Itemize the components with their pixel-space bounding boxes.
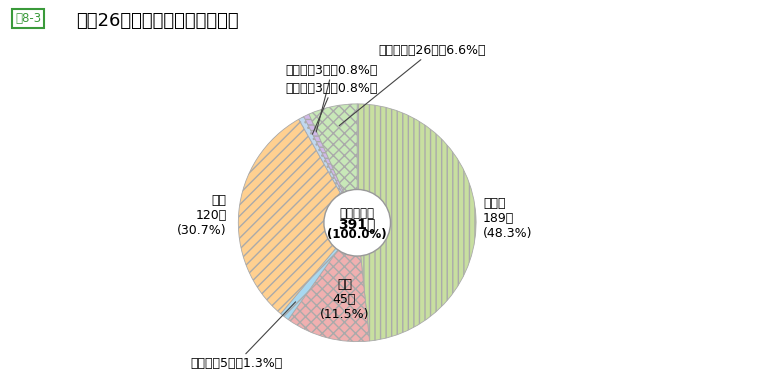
Text: 派遣者総数: 派遣者総数: [340, 208, 375, 220]
Wedge shape: [309, 104, 357, 223]
Wedge shape: [280, 223, 357, 320]
Text: 大洋州　3人（0.8%）: 大洋州 3人（0.8%）: [286, 82, 378, 134]
Text: 平成26年度末派遣先地域別状況: 平成26年度末派遣先地域別状況: [76, 12, 239, 30]
Text: (100.0%): (100.0%): [328, 228, 387, 241]
Text: アジア
189人
(48.3%): アジア 189人 (48.3%): [483, 197, 533, 240]
Text: 欧州
120人
(30.7%): 欧州 120人 (30.7%): [177, 194, 226, 237]
Wedge shape: [357, 104, 476, 341]
Wedge shape: [288, 223, 369, 341]
Text: 北米
45人
(11.5%): 北米 45人 (11.5%): [320, 278, 369, 321]
Text: 中南米　5人（1.3%）: 中南米 5人（1.3%）: [191, 302, 296, 370]
Text: 図8-3: 図8-3: [15, 12, 41, 25]
Text: アフリカ　26人（6.6%）: アフリカ 26人（6.6%）: [339, 44, 486, 126]
Text: 中東　　3人（0.8%）: 中東 3人（0.8%）: [286, 64, 378, 132]
Wedge shape: [239, 119, 357, 314]
Wedge shape: [299, 117, 357, 223]
Wedge shape: [304, 114, 357, 223]
Text: 391人: 391人: [338, 217, 376, 231]
Circle shape: [324, 189, 391, 256]
